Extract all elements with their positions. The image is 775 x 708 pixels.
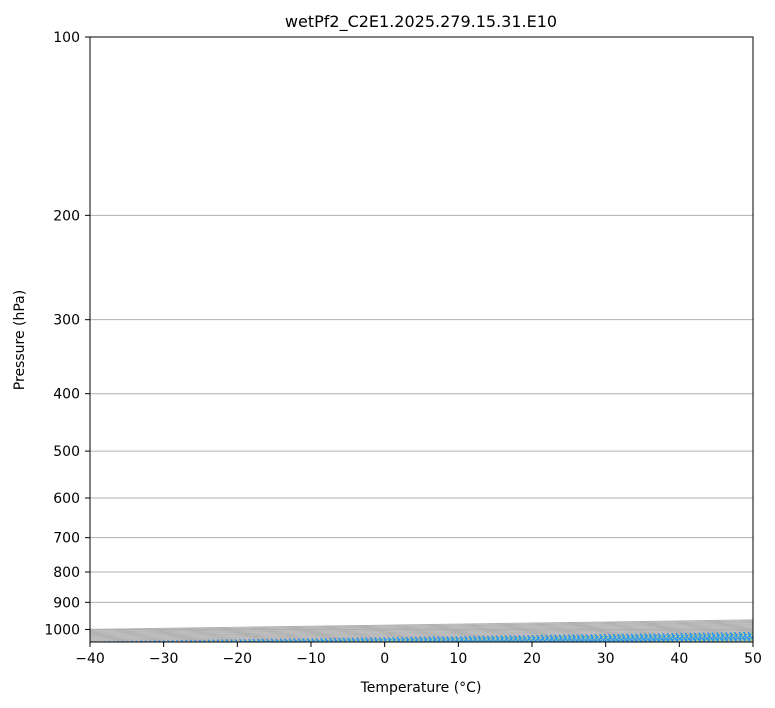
isotherm-line <box>679 640 753 642</box>
y-tick-label: 800 <box>53 565 80 581</box>
dry-adiabat <box>412 636 753 642</box>
mixing-ratio-line <box>218 633 753 642</box>
moist-adiabat <box>652 640 753 642</box>
chart-title: wetPf2_C2E1.2025.279.15.31.E10 <box>285 12 557 32</box>
moist-adiabat <box>367 635 753 642</box>
isotherm-line <box>90 622 753 634</box>
plot-frame <box>89 36 754 643</box>
mixing-ratio-line <box>90 631 753 642</box>
isotherm-line <box>90 623 753 635</box>
moist-adiabat <box>473 637 753 642</box>
mixing-ratio-line <box>436 636 753 642</box>
dry-adiabat <box>711 640 753 642</box>
mixing-ratio-line <box>522 638 753 642</box>
mixing-ratio-line <box>185 633 753 642</box>
mixing-ratio-line <box>467 637 753 642</box>
dry-adiabat <box>636 639 753 642</box>
dry-adiabat <box>114 632 753 642</box>
mixing-ratio-line <box>131 632 753 642</box>
moist-adiabat <box>332 635 753 642</box>
isotherm-line <box>384 636 753 642</box>
dry-adiabat <box>562 638 753 642</box>
moist-adiabat <box>260 634 753 642</box>
x-tick-label: −10 <box>296 651 326 667</box>
mixing-ratio-line <box>622 639 753 642</box>
mixing-ratio-line <box>299 635 753 642</box>
x-tick-label: 20 <box>523 651 541 667</box>
y-tick-label: 100 <box>53 30 80 46</box>
moist-adiabat <box>509 637 753 642</box>
isotherm-line <box>90 624 753 636</box>
isotherm-line <box>90 621 753 632</box>
background-lines <box>90 37 753 642</box>
mixing-ratio-line <box>492 637 753 642</box>
moist-adiabat <box>725 641 753 642</box>
x-tick-label: 30 <box>597 651 615 667</box>
moist-adiabat <box>689 640 753 642</box>
x-tick-label: −30 <box>149 651 179 667</box>
isotherm-line <box>90 620 753 631</box>
moist-adiabat <box>150 632 753 642</box>
y-tick-label: 900 <box>53 595 80 611</box>
moist-adiabat <box>187 633 753 642</box>
isotherm-line <box>90 626 753 638</box>
dry-adiabat <box>487 637 753 642</box>
moist-adiabat <box>616 639 753 642</box>
y-tick-label: 700 <box>53 531 80 547</box>
isotherm-line <box>752 641 753 642</box>
dry-adiabat <box>188 633 753 642</box>
isotherm-line <box>605 639 753 642</box>
isotherm-line <box>90 632 753 642</box>
isotherm-line <box>90 629 753 641</box>
isotherm-line <box>90 627 753 639</box>
moist-adiabat <box>296 634 753 642</box>
moist-adiabat <box>580 638 753 642</box>
isotherm-line <box>237 634 753 642</box>
isotherm-line <box>458 637 753 642</box>
y-tick-label: 600 <box>53 491 80 507</box>
mixing-ratio-line <box>645 639 753 642</box>
isotherm-line <box>90 619 753 630</box>
x-tick-label: 50 <box>744 651 762 667</box>
axes-layer: −40 −30 −20 −10 0 10 20 30 40 50 100 200 300 400 500 60… <box>44 30 762 667</box>
isotherm-line <box>90 628 753 640</box>
isotherm-line <box>163 633 753 642</box>
y-tick-label: 300 <box>53 313 80 329</box>
mixing-ratio-line <box>365 635 753 642</box>
dry-adiabat <box>263 634 753 642</box>
x-tick-label: 10 <box>449 651 467 667</box>
moist-adiabat <box>544 638 753 642</box>
mixing-ratio-line <box>599 639 753 642</box>
y-tick-label: 500 <box>53 444 80 460</box>
mixing-ratio-line <box>326 635 753 642</box>
isotherm-line <box>531 638 753 642</box>
y-tick-label: 200 <box>53 208 80 224</box>
moist-adiabat <box>438 636 753 642</box>
mixing-ratio-line <box>572 638 753 642</box>
x-tick-label: 0 <box>380 651 389 667</box>
x-axis-label: Temperature (°C) <box>360 680 482 696</box>
x-tick-label: −40 <box>75 651 105 667</box>
mixing-ratio-line <box>394 636 753 642</box>
x-tick-label: 40 <box>670 651 688 667</box>
moist-adiabat <box>403 636 753 642</box>
mixing-ratio-line <box>546 638 753 642</box>
x-tick-label: −20 <box>223 651 253 667</box>
y-axis-label: Pressure (hPa) <box>12 290 28 390</box>
moist-adiabat <box>223 633 753 642</box>
isotherm-line <box>90 625 753 637</box>
y-tick-label: 400 <box>53 387 80 403</box>
isotherm-line <box>310 635 753 642</box>
y-tick-label: 1000 <box>44 622 80 638</box>
mixing-ratio-line <box>262 634 753 642</box>
dry-adiabat <box>338 635 753 642</box>
isotherm-line <box>90 630 753 642</box>
